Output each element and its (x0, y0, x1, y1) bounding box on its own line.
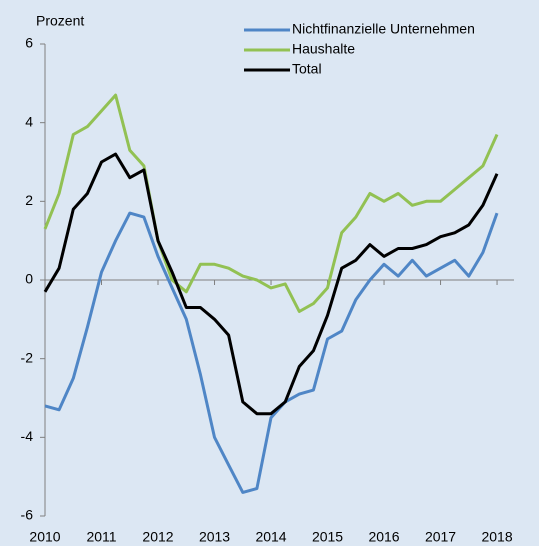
series-line (44, 211, 499, 494)
x-tick-label: 2011 (86, 529, 116, 545)
y-tick-label: -2 (21, 349, 34, 365)
x-tick-label: 2012 (142, 529, 173, 545)
legend-label: Nichtfinanzielle Unternehmen (292, 21, 475, 37)
x-tick-label: 2016 (368, 529, 399, 545)
x-tick-label: 2013 (199, 529, 230, 545)
x-tick-label: 2015 (312, 529, 343, 545)
x-tick-label: 2018 (481, 529, 512, 545)
x-tick-label: 2017 (425, 529, 456, 545)
x-tick-label: 2014 (255, 529, 286, 545)
y-tick-label: -6 (21, 507, 34, 523)
y-tick-label: 6 (25, 35, 33, 51)
y-tick-label: -4 (21, 428, 34, 444)
y-tick-label: 0 (25, 271, 33, 287)
x-tick-label: 2010 (29, 529, 60, 545)
y-axis-label: Prozent (36, 13, 84, 29)
legend-label: Total (292, 61, 322, 77)
series-line (43, 93, 499, 313)
y-tick-label: 2 (25, 192, 33, 208)
legend-label: Haushalte (292, 41, 355, 57)
series-line (43, 152, 499, 416)
y-tick-label: 4 (25, 113, 33, 129)
